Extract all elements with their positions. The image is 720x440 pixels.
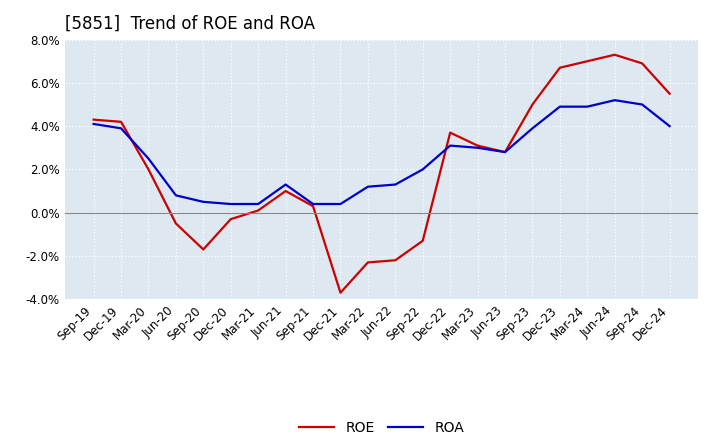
ROE <box>226 216 235 222</box>
ROA <box>144 156 153 161</box>
ROE <box>89 117 98 122</box>
ROA <box>117 126 125 131</box>
ROE <box>556 65 564 70</box>
ROE <box>446 130 454 135</box>
ROA <box>391 182 400 187</box>
ROA <box>583 104 592 109</box>
ROA <box>226 202 235 207</box>
ROE <box>473 143 482 148</box>
ROA <box>309 202 318 207</box>
ROE <box>391 258 400 263</box>
ROA <box>473 145 482 150</box>
ROE <box>528 102 537 107</box>
ROA <box>171 193 180 198</box>
Line: ROA: ROA <box>94 100 670 204</box>
ROE <box>144 167 153 172</box>
ROE <box>611 52 619 57</box>
ROA <box>89 121 98 127</box>
ROA <box>665 124 674 129</box>
ROA <box>282 182 290 187</box>
ROE <box>500 150 509 155</box>
ROA <box>254 202 263 207</box>
ROE <box>171 221 180 226</box>
ROA <box>199 199 207 205</box>
ROA <box>500 150 509 155</box>
ROE <box>638 61 647 66</box>
ROA <box>336 202 345 207</box>
ROA <box>364 184 372 189</box>
ROA <box>418 167 427 172</box>
Line: ROE: ROE <box>94 55 670 293</box>
Text: [5851]  Trend of ROE and ROA: [5851] Trend of ROE and ROA <box>65 15 315 33</box>
ROE <box>665 91 674 96</box>
ROE <box>583 59 592 64</box>
ROE <box>364 260 372 265</box>
ROA <box>446 143 454 148</box>
ROE <box>199 247 207 252</box>
ROA <box>638 102 647 107</box>
ROA <box>556 104 564 109</box>
ROA <box>528 126 537 131</box>
ROE <box>336 290 345 295</box>
Legend: ROE, ROA: ROE, ROA <box>294 415 469 440</box>
ROA <box>611 98 619 103</box>
ROE <box>418 238 427 243</box>
ROE <box>254 208 263 213</box>
ROE <box>309 204 318 209</box>
ROE <box>282 188 290 194</box>
ROE <box>117 119 125 125</box>
